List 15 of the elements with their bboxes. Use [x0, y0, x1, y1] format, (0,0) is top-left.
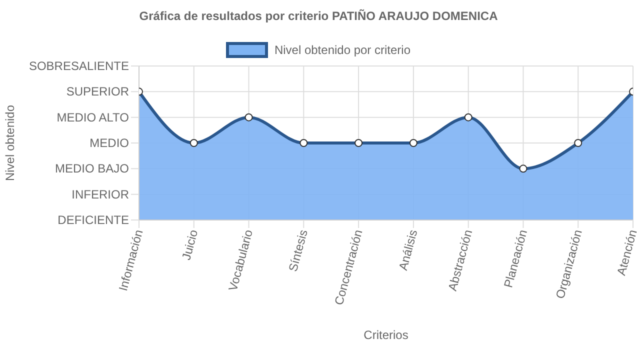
- text: INFERIOR: [72, 187, 130, 202]
- x-tick-label: Atención: [614, 228, 637, 277]
- text: MEDIO: [90, 136, 129, 150]
- text: Nivel obtenido: [3, 104, 17, 182]
- legend-label: Nivel obtenido por criterio: [274, 43, 411, 57]
- text: MEDIO ALTO: [56, 110, 129, 124]
- x-tick-label: Juicio: [179, 228, 201, 262]
- chart-title: Gráfica de resultados por criterio PATIÑO ARAUJO DOMENICA: [139, 9, 498, 23]
- x-tick-label: Síntesis: [286, 228, 310, 274]
- text: DEFICIENTE: [58, 213, 129, 227]
- text: MEDIO BAJO: [54, 162, 129, 176]
- text: SUPERIOR: [66, 84, 130, 99]
- x-axis-title: Criterios: [364, 328, 408, 342]
- x-tick-label: Análisis: [396, 228, 420, 272]
- text: SOBRESALIENTE: [28, 59, 129, 73]
